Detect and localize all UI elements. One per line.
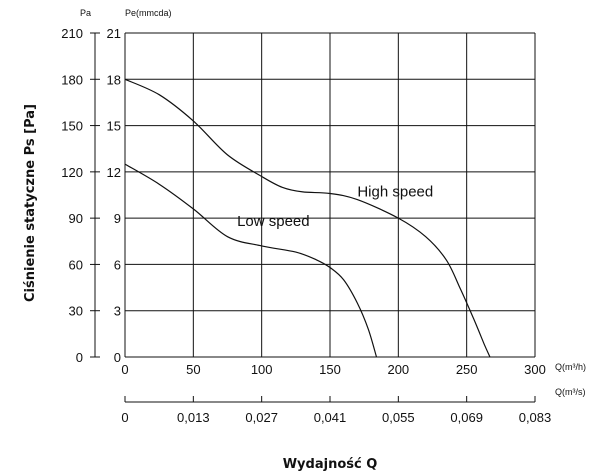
series-lines <box>124 78 491 358</box>
y-tick-label-mmcda: 3 <box>114 304 121 319</box>
y-tick-label-mmcda: 15 <box>107 119 121 134</box>
labels: 0 30 60 90 120 150 180 210 Pa 0 3 6 9 12 15 18 21 Pe(mmcd… <box>23 8 586 472</box>
x-tick-label-m3h: 250 <box>456 362 478 377</box>
x-tick-label-m3s: 0,013 <box>177 410 210 425</box>
y-tick-label-mmcda: 9 <box>114 211 121 226</box>
x-tick-label-m3s: 0,069 <box>450 410 483 425</box>
y-tick-label-pa: 60 <box>69 257 83 272</box>
x-tick-label-m3s: 0,055 <box>382 410 415 425</box>
x-tick-label-m3h: 200 <box>387 362 409 377</box>
x-tick-label-m3h: 100 <box>251 362 273 377</box>
y-unit-mmcda: Pe(mmcda) <box>125 8 172 18</box>
series-line-high-speed <box>124 78 491 358</box>
y-tick-label-pa: 30 <box>69 304 83 319</box>
y-tick-label-pa: 120 <box>61 165 83 180</box>
x-tick-label-m3h: 300 <box>524 362 546 377</box>
series-label-high-speed: High speed <box>357 184 433 201</box>
x-tick-label-m3s: 0,027 <box>245 410 278 425</box>
y-tick-label-mmcda: 18 <box>107 72 121 87</box>
grid-lines <box>124 32 536 358</box>
x-axis-title: Wydajność Q <box>283 457 378 472</box>
series-label-low-speed: Low speed <box>237 213 310 230</box>
series-line-low-speed <box>124 163 378 358</box>
y-tick-label-pa: 210 <box>61 26 83 41</box>
x-tick-label-m3h: 50 <box>186 362 200 377</box>
y-unit-pa: Pa <box>80 8 91 18</box>
y-axis-title: Ciśnienie statyczne Ps [Pa] <box>23 104 38 302</box>
x-tick-label-m3h: 0 <box>121 362 128 377</box>
y-tick-label-pa: 180 <box>61 72 83 87</box>
y-tick-label-mmcda: 21 <box>107 26 121 41</box>
x-tick-label-m3s: 0,041 <box>314 410 347 425</box>
y-tick-label-pa: 90 <box>69 211 83 226</box>
axes <box>90 32 536 403</box>
x-unit-m3s: Q(m³/s) <box>555 387 586 397</box>
y-tick-label-mmcda: 12 <box>107 165 121 180</box>
x-unit-m3h: Q(m³/h) <box>555 362 586 372</box>
y-tick-label-mmcda: 0 <box>114 350 121 365</box>
x-tick-label-m3h: 150 <box>319 362 341 377</box>
y-tick-label-pa: 150 <box>61 119 83 134</box>
x-tick-label-m3s: 0 <box>121 410 128 425</box>
x-tick-label-m3s: 0,083 <box>519 410 552 425</box>
y-tick-label-pa: 0 <box>76 350 83 365</box>
y-tick-label-mmcda: 6 <box>114 257 121 272</box>
